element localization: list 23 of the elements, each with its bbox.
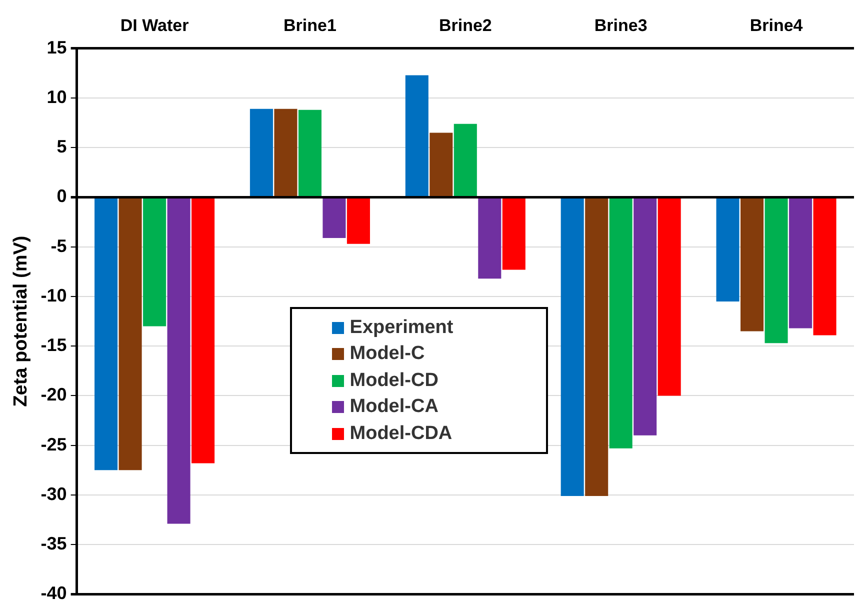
y-tick-label: -20 [40,384,67,405]
y-tick-label: -25 [40,434,67,454]
y-tick-label: 15 [46,37,67,58]
y-tick-label: -10 [40,285,67,306]
y-tick-label: 5 [56,136,67,157]
x-tick-label: DI Water [120,16,190,35]
y-tick-label: -40 [40,583,67,604]
y-tick-label: 0 [56,186,67,206]
legend-label: Experiment [350,316,454,339]
y-tick-label: -15 [40,335,67,356]
legend-label: Model-C [350,343,425,366]
legend-label: Model-CDA [350,422,452,445]
y-axis-title: Zeta potential (mV) [10,236,32,407]
y-tick-label: -30 [40,484,67,504]
y-tick-label: -35 [40,534,67,554]
x-tick-label: Brine3 [594,16,648,35]
legend-label: Model-CD [350,370,438,392]
x-tick-label: Brine2 [438,16,492,35]
y-tick-label: -5 [50,236,67,256]
legend-label: Model-CA [350,396,438,418]
x-tick-label: Brine1 [284,16,336,35]
x-tick-label: Brine4 [750,16,804,35]
y-tick-label: 10 [46,86,67,107]
